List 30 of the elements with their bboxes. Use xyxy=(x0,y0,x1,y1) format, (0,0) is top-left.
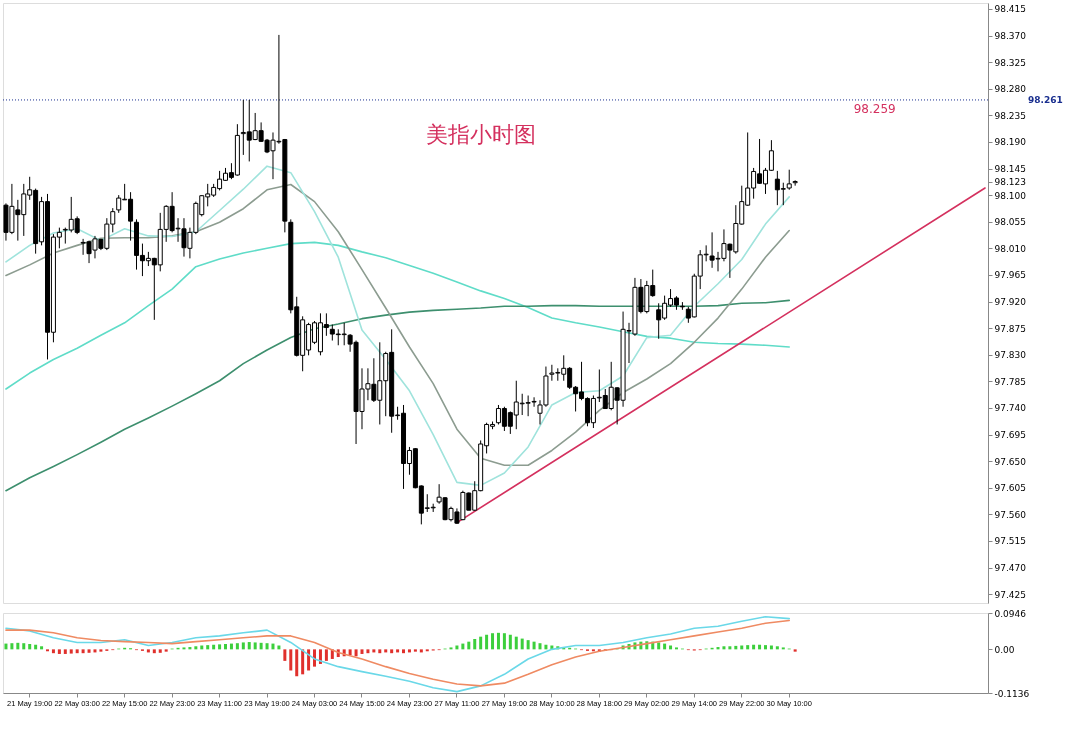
y-tick-label: 97.920 xyxy=(994,297,1027,308)
y-tick-label: 98.370 xyxy=(994,31,1027,42)
y-tick-label: 97.740 xyxy=(994,403,1027,414)
y-tick-label: 98.190 xyxy=(994,137,1027,148)
y-tick-label: 98.010 xyxy=(994,243,1027,254)
y-tick-label: 98.280 xyxy=(994,84,1027,95)
text: 美指小时图 xyxy=(425,122,536,147)
y-tick-label: 97.965 xyxy=(994,270,1026,281)
y-tick-label: 98.100 xyxy=(994,190,1027,201)
y-tick-label: 0.00 xyxy=(994,644,1015,655)
y-tick-label: 97.875 xyxy=(994,323,1026,334)
y-tick-label: 0.0946 xyxy=(994,608,1027,619)
y-tick-label: 97.515 xyxy=(994,536,1026,547)
y-tick-label: 98.145 xyxy=(994,164,1026,175)
y-tick-label: 98.123 xyxy=(994,177,1026,188)
y-tick-label: 98.325 xyxy=(994,57,1026,68)
y-tick-label: 98.235 xyxy=(994,110,1026,121)
y-tick-label: 98.055 xyxy=(994,217,1026,228)
annotation: 98.259 xyxy=(853,102,896,117)
y-tick-label: 98.415 xyxy=(994,4,1026,15)
ref-line-label: 98.261 xyxy=(1028,94,1063,105)
y-tick-label: 97.470 xyxy=(994,563,1027,574)
y-tick-label: 97.830 xyxy=(994,350,1027,361)
y-tick-label: -0.1136 xyxy=(994,688,1030,699)
y-tick-label: 97.695 xyxy=(994,430,1026,441)
y-tick-label: 97.650 xyxy=(994,456,1027,467)
y-tick-label: 97.425 xyxy=(994,589,1026,600)
y-tick-label: 97.560 xyxy=(994,509,1027,520)
y-tick-label: 97.605 xyxy=(994,483,1026,494)
y-tick-label: 97.785 xyxy=(994,376,1026,387)
